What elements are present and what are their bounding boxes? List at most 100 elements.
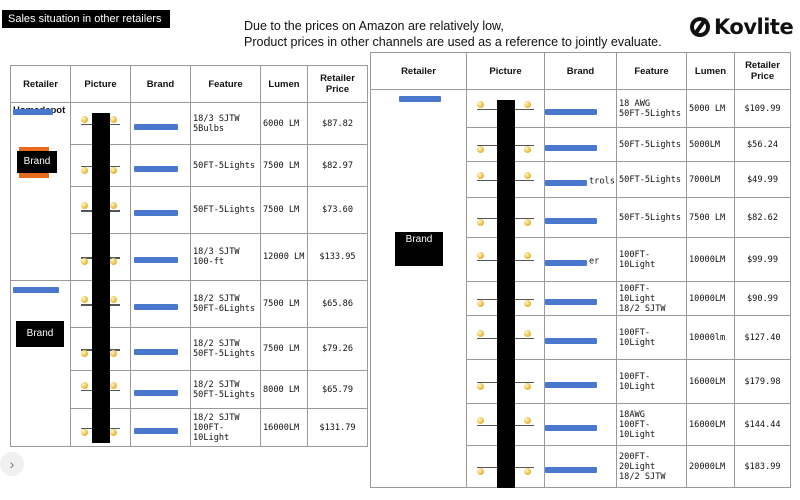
bulb-icon [81,258,88,265]
price-cell: $133.95 [307,233,368,281]
brand-name-partial: trols [589,176,615,186]
bulb-icon [81,428,88,436]
lumen-cell: 12000 LM [260,233,308,281]
feature-cell: 50FT-5Lights [616,197,687,238]
bulb-icon [110,166,117,174]
table-row: 18/2 SJTW 50FT-5Lights 7500 LM $79.26 [11,327,368,371]
price-cell: $109.99 [734,89,791,128]
logo-text: Kovlite [714,15,794,39]
brand-cell [130,370,191,409]
lumen-cell: 6000 LM [260,102,308,145]
col-feature: Feature [190,65,261,103]
brand-cell [544,445,617,488]
feature-cell: 18/3 SJTW 5Bulbs [190,102,261,145]
bulb-icon [524,299,531,307]
feature-cell: 100FT-10Light 18/2 SJTW [616,281,687,316]
bulb-icon [477,251,484,259]
price-cell: $131.79 [307,408,368,447]
price-cell: $82.97 [307,144,368,187]
section-title: Sales situation in other retailers [2,10,170,28]
brand-cell [544,89,617,128]
lumen-cell: 7500 LM [260,144,308,187]
bulb-icon [81,202,88,209]
brand-cell [130,233,191,281]
bulb-icon [524,145,531,153]
price-cell: $56.24 [734,127,791,162]
bulb-icon [477,416,484,424]
bulb-icon [477,218,484,226]
bulb-icon [81,296,88,303]
brand-cell [544,315,617,360]
chevron-right-icon[interactable]: › [0,452,24,476]
col-lumen: Lumen [686,52,735,90]
price-cell: $127.40 [734,315,791,360]
price-cell: $73.60 [307,186,368,234]
bulb-icon [524,251,531,259]
bulb-icon [524,100,531,108]
right-price-table: Retailer Picture Brand Feature Lumen Ret… [370,52,791,488]
price-cell: $82.62 [734,197,791,238]
bulb-icon [524,218,531,226]
orange-accent [19,173,49,178]
lumen-cell: 16000LM [686,359,735,404]
bulb-icon [477,467,484,475]
redaction-bar [134,210,178,216]
bulb-icon [524,171,531,179]
price-cell: $65.86 [307,280,368,328]
col-picture: Picture [70,65,131,103]
feature-cell: 100FT-10Light [616,315,687,360]
brand-cell [130,144,191,187]
table-row: Brand 18 AWG 50FT-5Lights 5000 LM $109.99 [370,89,791,488]
right-header-row: Retailer Picture Brand Feature Lumen Ret… [370,52,791,90]
price-cell: $79.26 [307,327,368,371]
redaction-block [91,112,110,443]
bulb-icon [524,382,531,390]
redaction-bar [13,109,53,115]
col-feature: Feature [616,52,687,90]
redaction-bar [545,466,597,473]
redaction-bar [545,179,587,186]
retailer-cell-1: HomedepotBrand [10,102,71,281]
redaction-bar [545,108,597,115]
redaction-bar [545,259,587,266]
feature-cell: 50FT-5Lights [616,161,687,198]
lumen-cell: 7500 LM [260,280,308,328]
redaction-bar [545,144,597,151]
left-header-row: Retailer Picture Brand Feature Lumen Ret… [10,65,368,103]
col-retailer-price: Retailer Price [734,52,791,90]
col-brand: Brand [130,65,191,103]
bulb-icon [477,100,484,108]
lumen-cell: 8000 LM [260,370,308,409]
redaction-bar [134,427,178,434]
table-row: er 100FT-10Light 10000LM $99.99 [371,237,791,282]
price-cell: $99.99 [734,237,791,282]
brand-cell [130,186,191,234]
orange-accent [19,147,49,152]
brand-name-partial: er [589,256,600,266]
redaction-bar [545,298,597,305]
feature-cell: 18/2 SJTW 50FT-6Lights [190,280,261,328]
bulb-icon [81,350,88,357]
note-line-2: Product prices in other channels are use… [244,35,662,49]
brand-tag: Brand [395,232,443,266]
col-lumen: Lumen [260,65,308,103]
price-cell: $49.99 [734,161,791,198]
note-text: Due to the prices on Amazon are relative… [244,18,662,50]
lumen-cell: 16000LM [686,403,735,446]
feature-cell: 18/2 SJTW 50FT-5Lights [190,370,261,409]
redaction-bar [545,217,597,224]
brand-cell [130,102,191,145]
lumen-cell: 10000LM [686,281,735,316]
feature-cell: 50FT-5Lights [616,127,687,162]
bulb-icon [477,329,484,337]
redaction-bar [13,287,59,293]
bulb-icon [477,171,484,179]
lumen-cell: 5000 LM [686,89,735,128]
redaction-block [496,99,515,488]
brand-tag: Brand [16,321,64,347]
brand-cell [544,403,617,446]
feature-cell: 50FT-5Lights [190,186,261,234]
lumen-cell: 7500 LM [260,327,308,371]
col-picture: Picture [466,52,545,90]
